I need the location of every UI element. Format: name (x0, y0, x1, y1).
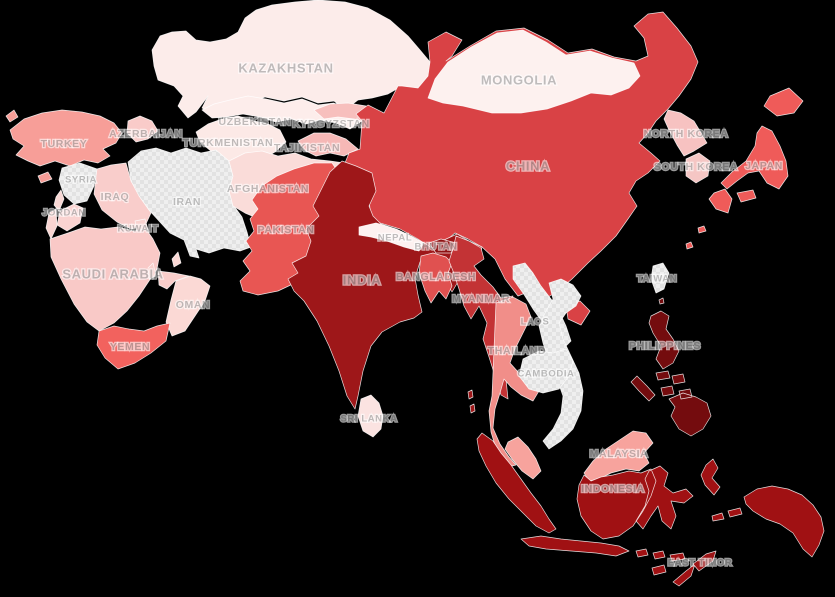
label-pakistan: PAKISTAN (258, 224, 315, 236)
label-oman: OMAN (176, 299, 210, 311)
label-indonesia: INDONESIA (581, 483, 645, 495)
country-kazakhstan[interactable] (151, 0, 431, 119)
label-azerbaijan: AZERBAIJAN (109, 128, 183, 140)
country-sri-lanka[interactable] (357, 394, 384, 438)
country-oman[interactable] (165, 251, 211, 337)
label-north-korea: NORTH KOREA (644, 128, 729, 140)
label-tajikistan: TAJIKISTAN (274, 142, 340, 154)
country-bangladesh[interactable] (418, 252, 453, 304)
label-south-korea: SOUTH KOREA (654, 161, 738, 173)
label-cambodia: CAMBODIA (517, 369, 574, 380)
label-kyrgyzstan: KYRGYZSTAN (292, 118, 370, 130)
label-syria: SYRIA (65, 175, 97, 186)
country-israel[interactable] (45, 208, 58, 240)
label-mongolia: MONGOLIA (481, 73, 557, 88)
label-china: CHINA (506, 159, 550, 174)
label-turkey: TURKEY (41, 138, 88, 150)
label-jordan: JORDAN (42, 208, 86, 219)
country-south-korea[interactable] (685, 152, 711, 184)
label-bangladesh: BANGLADESH (396, 271, 476, 283)
label-turkmenistan: TURKMENISTAN (183, 137, 273, 149)
label-taiwan: TAIWAN (637, 274, 677, 285)
label-iran: IRAN (173, 196, 201, 208)
country-turkey[interactable] (5, 109, 123, 167)
country-azerbaijan[interactable] (126, 115, 159, 143)
country-jordan[interactable] (56, 203, 84, 232)
label-nepal: NEPAL (378, 233, 413, 244)
country-uae[interactable] (157, 270, 190, 290)
country-taiwan[interactable] (650, 262, 670, 294)
label-india: INDIA (343, 273, 381, 288)
label-malaysia: MALAYSIA (590, 448, 649, 460)
country-philippines[interactable] (630, 297, 712, 437)
label-saudi-arabia: SAUDI ARABIA (62, 267, 163, 282)
country-yemen[interactable] (96, 322, 171, 370)
country-japan[interactable] (685, 87, 804, 250)
country-north-korea[interactable] (663, 109, 708, 157)
label-bhutan: BHUTAN (414, 242, 457, 253)
label-kuwait: KUWAIT (117, 224, 158, 235)
country-mongolia[interactable] (427, 29, 641, 114)
label-afghanistan: AFGHANISTAN (227, 183, 309, 195)
label-kazakhstan: KAZAKHSTAN (238, 61, 333, 76)
country-syria[interactable] (58, 162, 98, 205)
label-laos: LAOS (521, 317, 550, 328)
country-nepal[interactable] (358, 222, 425, 252)
country-qatar[interactable] (147, 262, 157, 280)
country-cyprus[interactable] (37, 171, 53, 184)
country-shapes (5, 0, 825, 587)
label-east-timor: EAST TIMOR (668, 558, 733, 569)
label-yemen: YEMEN (110, 341, 150, 353)
label-iraq: IRAQ (101, 191, 130, 203)
country-lebanon[interactable] (53, 189, 65, 212)
label-uzbekistan: UZBEKISTAN (219, 116, 292, 128)
label-thailand: THAILAND (488, 345, 546, 357)
label-japan: JAPAN (745, 160, 783, 172)
country-iraq[interactable] (93, 162, 152, 230)
label-philippines: PHILIPPINES (629, 340, 701, 352)
country-indonesia[interactable] (476, 432, 825, 587)
label-sri-lanka: SRI LANKA (340, 414, 397, 425)
country-cambodia[interactable] (518, 348, 574, 394)
country-labels: KAZAKHSTAN MONGOLIA UZBEKISTAN KYRGYZSTA… (39, 59, 783, 569)
label-myanmar: MYANMAR (452, 293, 510, 305)
country-east-timor[interactable] (692, 550, 717, 572)
